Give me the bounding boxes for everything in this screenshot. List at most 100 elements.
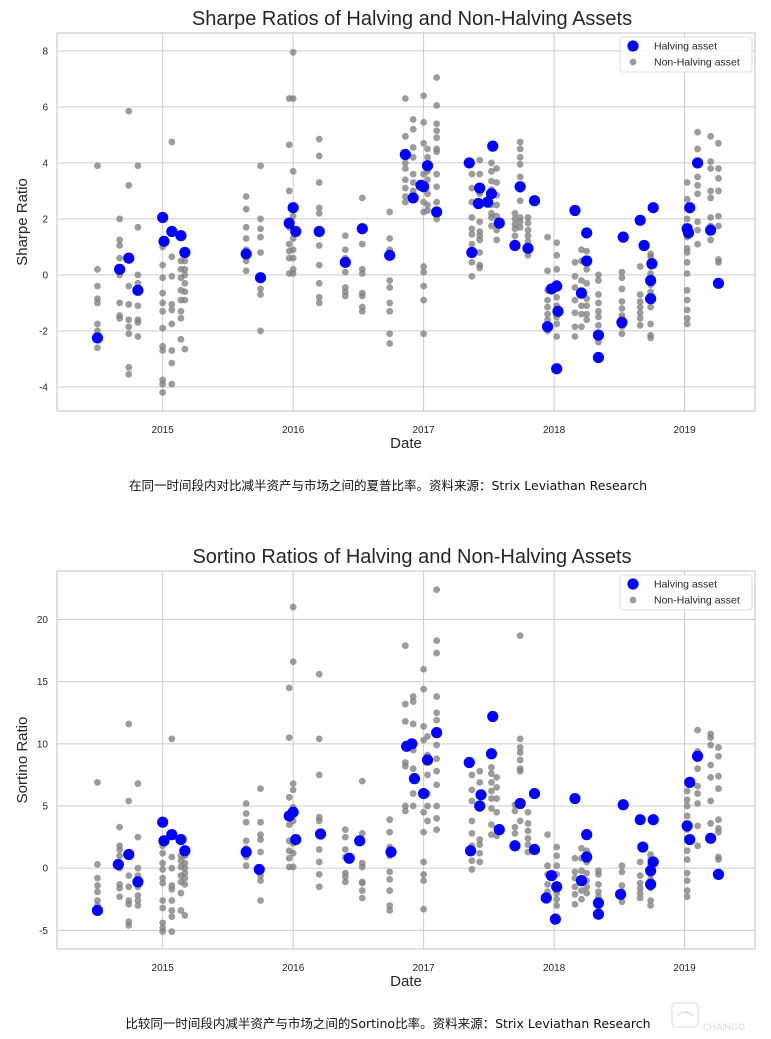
- non-halving-point: [715, 856, 722, 863]
- halving-point: [514, 797, 526, 810]
- legend-box: [619, 574, 753, 611]
- non-halving-point: [571, 333, 579, 340]
- non-halving-point: [553, 333, 561, 340]
- non-halving-point: [618, 305, 626, 312]
- non-halving-point: [647, 320, 655, 328]
- non-halving-point: [488, 821, 495, 829]
- non-halving-point: [341, 873, 349, 881]
- halving-point: [514, 181, 526, 193]
- non-halving-point: [177, 889, 185, 897]
- non-halving-point: [715, 828, 722, 836]
- non-halving-point: [159, 299, 167, 307]
- non-halving-point: [636, 263, 644, 270]
- non-halving-point: [647, 897, 655, 904]
- halving-point: [354, 835, 366, 847]
- non-halving-point: [683, 893, 691, 901]
- non-halving-point: [544, 310, 551, 318]
- non-halving-point: [511, 209, 519, 217]
- non-halving-point: [433, 649, 441, 657]
- non-halving-point: [511, 215, 519, 223]
- non-halving-point: [409, 144, 417, 151]
- non-halving-point: [595, 888, 602, 896]
- non-halving-point: [315, 883, 323, 891]
- non-halving-point: [636, 872, 644, 880]
- halving-point: [179, 845, 191, 857]
- halving-point: [705, 224, 717, 236]
- non-halving-point: [409, 153, 417, 161]
- halving-point: [314, 828, 327, 840]
- non-halving-point: [636, 303, 644, 311]
- x-tick-label: 2019: [673, 963, 696, 974]
- non-halving-point: [707, 236, 715, 244]
- x-tick-label: 2016: [282, 963, 305, 974]
- x-tick-label: 2017: [412, 425, 435, 436]
- non-halving-point: [595, 277, 602, 284]
- non-halving-point: [94, 897, 101, 904]
- halving-point: [466, 246, 478, 259]
- non-halving-point: [257, 836, 264, 843]
- non-halving-point: [707, 761, 715, 769]
- non-halving-point: [595, 291, 602, 298]
- halving-point: [552, 305, 564, 317]
- non-halving-point: [553, 862, 561, 870]
- non-halving-point: [715, 165, 722, 172]
- non-halving-point: [289, 658, 297, 666]
- non-halving-point: [707, 158, 715, 165]
- non-halving-point: [409, 116, 417, 123]
- sortino-chart: Sortino Ratios of Halving and Non-Halvin…: [14, 546, 756, 1031]
- halving-point: [290, 225, 302, 238]
- non-halving-point: [341, 878, 349, 886]
- non-halving-point: [524, 820, 532, 827]
- x-tick-label: 2018: [543, 425, 566, 436]
- non-halving-point: [358, 292, 366, 300]
- non-halving-point: [125, 282, 133, 290]
- chart-title: Sharpe Ratios of Halving and Non-Halving…: [192, 8, 632, 30]
- non-halving-point: [544, 862, 551, 870]
- non-halving-point: [694, 822, 701, 830]
- non-halving-point: [647, 902, 655, 909]
- non-halving-point: [401, 642, 409, 650]
- non-halving-point: [125, 323, 133, 331]
- halving-point: [592, 908, 605, 920]
- non-halving-point: [420, 808, 428, 816]
- non-halving-point: [257, 327, 264, 335]
- non-halving-point: [571, 284, 579, 291]
- non-halving-point: [488, 764, 495, 771]
- non-halving-point: [257, 897, 264, 904]
- y-tick-label: 0: [42, 864, 48, 875]
- non-halving-point: [524, 834, 532, 842]
- non-halving-point: [159, 874, 167, 882]
- non-halving-point: [715, 212, 722, 220]
- non-halving-point: [683, 195, 691, 203]
- non-halving-point: [168, 864, 176, 872]
- y-tick-label: 20: [37, 615, 49, 626]
- non-halving-point: [468, 225, 476, 233]
- non-halving-point: [433, 74, 441, 81]
- halving-point: [132, 876, 144, 888]
- non-halving-point: [694, 726, 701, 734]
- halving-point: [91, 904, 104, 917]
- non-halving-point: [168, 885, 176, 893]
- non-halving-point: [544, 233, 551, 241]
- non-halving-point: [618, 330, 626, 338]
- halving-point: [240, 846, 252, 858]
- halving-point: [175, 833, 187, 846]
- non-halving-point: [524, 232, 532, 240]
- non-halving-point: [468, 817, 476, 825]
- non-halving-point: [433, 755, 441, 763]
- legend-non-halving-label: Non-Halving asset: [654, 57, 740, 69]
- non-halving-point: [409, 720, 417, 728]
- non-halving-point: [571, 258, 579, 266]
- non-halving-point: [553, 895, 561, 903]
- halving-point: [528, 787, 541, 800]
- non-halving-point: [289, 780, 297, 788]
- non-halving-point: [544, 880, 551, 888]
- non-halving-point: [94, 282, 101, 290]
- non-halving-point: [181, 859, 189, 867]
- halving-point: [493, 217, 505, 229]
- non-halving-point: [433, 170, 441, 178]
- non-halving-point: [420, 723, 428, 730]
- non-halving-point: [181, 279, 189, 287]
- non-halving-point: [257, 291, 264, 298]
- non-halving-point: [715, 785, 722, 792]
